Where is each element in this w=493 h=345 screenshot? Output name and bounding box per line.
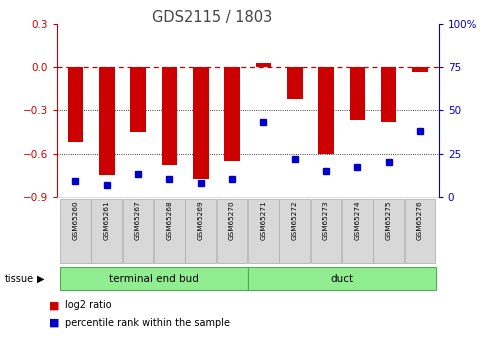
Text: terminal end bud: terminal end bud [109, 274, 199, 284]
Bar [287, 67, 303, 99]
Text: GSM65270: GSM65270 [229, 200, 235, 240]
Text: GSM65275: GSM65275 [386, 200, 391, 240]
Bar [68, 67, 83, 142]
Bar [373, 199, 404, 263]
Bar [123, 199, 153, 263]
Bar [154, 199, 185, 263]
Bar [248, 199, 279, 263]
Text: GDS2115 / 1803: GDS2115 / 1803 [152, 10, 272, 25]
Text: tissue: tissue [5, 274, 34, 284]
Text: GSM65276: GSM65276 [417, 200, 423, 240]
Text: GSM65268: GSM65268 [167, 200, 173, 240]
Bar [412, 67, 428, 72]
Bar [350, 67, 365, 120]
Text: GSM65272: GSM65272 [292, 200, 298, 240]
Text: GSM65271: GSM65271 [260, 200, 266, 240]
Bar [248, 267, 436, 290]
Bar [193, 67, 209, 179]
Text: GSM65267: GSM65267 [135, 200, 141, 240]
Text: GSM65273: GSM65273 [323, 200, 329, 240]
Text: log2 ratio: log2 ratio [65, 300, 112, 310]
Bar [92, 199, 122, 263]
Bar [342, 199, 373, 263]
Text: GSM65274: GSM65274 [354, 200, 360, 240]
Text: GSM65261: GSM65261 [104, 200, 110, 240]
Text: ■: ■ [49, 300, 60, 310]
Bar [162, 67, 177, 165]
Bar [130, 67, 146, 132]
Bar [60, 199, 91, 263]
Bar [280, 199, 310, 263]
Bar [60, 267, 248, 290]
Text: GSM65260: GSM65260 [72, 200, 78, 240]
Text: duct: duct [330, 274, 353, 284]
Text: GSM65269: GSM65269 [198, 200, 204, 240]
Bar [99, 67, 115, 175]
Bar [255, 63, 271, 67]
Bar [217, 199, 247, 263]
Bar [185, 199, 216, 263]
Bar [311, 199, 341, 263]
Bar [224, 67, 240, 161]
Text: percentile rank within the sample: percentile rank within the sample [65, 318, 230, 327]
Text: ▶: ▶ [37, 274, 44, 284]
Text: ■: ■ [49, 318, 60, 327]
Bar [381, 67, 396, 122]
Bar [405, 199, 435, 263]
Bar [318, 67, 334, 154]
